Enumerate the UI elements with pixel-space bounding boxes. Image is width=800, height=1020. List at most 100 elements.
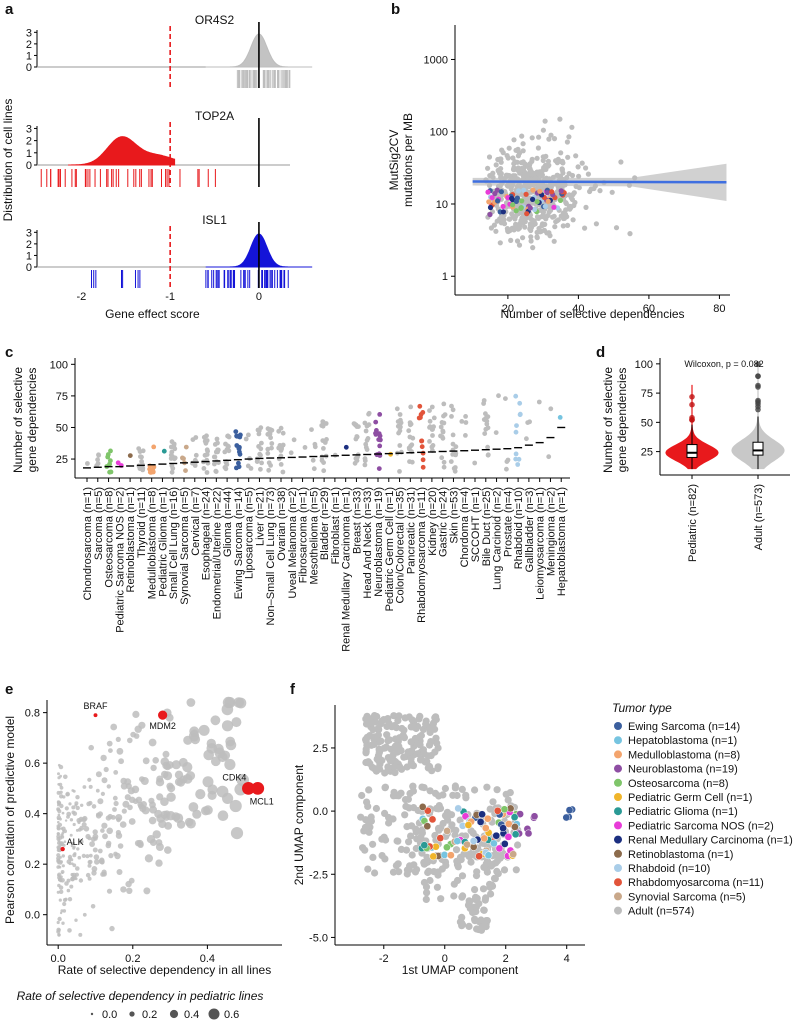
data-point-pediatric [489,195,495,201]
data-point-adult [435,826,443,834]
x-tick-label: Breast (n=33) [351,487,363,554]
data-point-adult [467,858,475,866]
data-point-pediatric-glioma [420,841,429,850]
y-tick-label: 1 [26,50,32,62]
data-point-adult [462,794,470,802]
data-point [542,221,548,227]
data-point [562,211,569,217]
x-tick-label: Lung Carcinoid (n=2) [492,487,504,590]
data-point [133,733,140,739]
data-point [59,790,63,794]
data-point [56,865,60,869]
x-tick-label: 0.2 [125,953,140,965]
data-point [98,858,105,865]
data-point [57,933,61,937]
data-point [95,457,100,463]
data-point [183,735,193,745]
legend-label: Retinoblastoma (n=1) [628,849,733,861]
data-point [508,237,514,243]
data-point-adult [358,791,366,800]
data-point [142,757,150,765]
data-point [528,171,534,177]
data-point-adult [487,890,495,898]
data-point-adult [457,856,465,864]
data-point [77,827,82,832]
data-point-adult [400,753,408,761]
data-point [309,427,314,432]
data-point [81,817,87,823]
data-point-adult [363,798,371,806]
y-tick-label: 3 [26,123,32,135]
x-axis-label: Number of selective dependencies [500,307,684,321]
data-point-adult [422,883,431,891]
data-point [59,774,62,778]
data-point [513,456,519,462]
data-point [233,429,239,434]
data-point [546,136,552,142]
legend-marker [614,793,622,801]
data-point [73,852,77,856]
data-point [195,789,206,800]
y-tick-label: 2.5 [313,743,328,755]
data-point [57,822,63,828]
data-point [185,771,196,781]
data-point [501,221,508,227]
data-point-pediatric [530,187,536,193]
data-point [536,399,542,405]
data-point [150,764,157,772]
data-point [87,876,92,881]
panel-c-strip: 25 50 75 100 Chondrosarcoma (n=1)Sarcoma (n=… [11,358,570,652]
x-tick-label: Meningioma (n=2) [545,487,557,576]
data-point-adult [435,792,443,800]
data-point [396,430,401,436]
data-point [609,189,615,195]
data-point-adult [451,831,459,839]
data-point [376,437,382,442]
data-point-adult [393,837,401,845]
data-point [258,466,263,472]
data-point [86,801,92,807]
data-point [105,842,112,849]
data-point [259,440,264,446]
data-point [278,462,284,467]
x-tick-label: Renal Medullary Carcinoma (n=1) [341,487,353,652]
data-point [155,843,164,851]
data-point [75,795,80,800]
data-point-adult [387,745,395,753]
x-tick-label: 0 [442,953,448,965]
data-point-adult [384,737,392,745]
data-point [204,447,210,453]
legend-label: Rhabdoid (n=10) [628,863,710,875]
data-point [162,750,170,758]
data-point [224,697,236,708]
data-point-rhabdomyosarcoma [436,834,445,842]
data-point [493,430,499,435]
data-point [632,175,638,181]
data-point [202,776,214,788]
data-point [545,158,552,164]
data-point [311,466,317,472]
data-point [429,404,435,410]
panel-label-f: f [290,681,296,698]
data-point [407,459,412,464]
data-point-adult [389,868,398,876]
data-point [78,878,84,883]
data-point [543,153,549,159]
y-tick-label: 50 [641,417,653,429]
y-tick-label: -5.0 [309,932,328,944]
highlight-point-CDK4 [242,782,255,795]
data-point [58,782,63,787]
data-point [56,807,61,812]
data-point [485,452,491,458]
legend-label: Renal Medullary Carcinoma (n=1) [628,835,793,847]
data-point-adult [425,741,434,749]
data-point [279,446,284,452]
data-point-adult [456,816,464,824]
data-point-adult [422,895,430,904]
data-point [97,848,103,854]
data-point [576,173,582,179]
data-point [96,452,102,458]
data-point [397,443,403,448]
data-point [64,806,69,811]
data-point [106,888,113,894]
